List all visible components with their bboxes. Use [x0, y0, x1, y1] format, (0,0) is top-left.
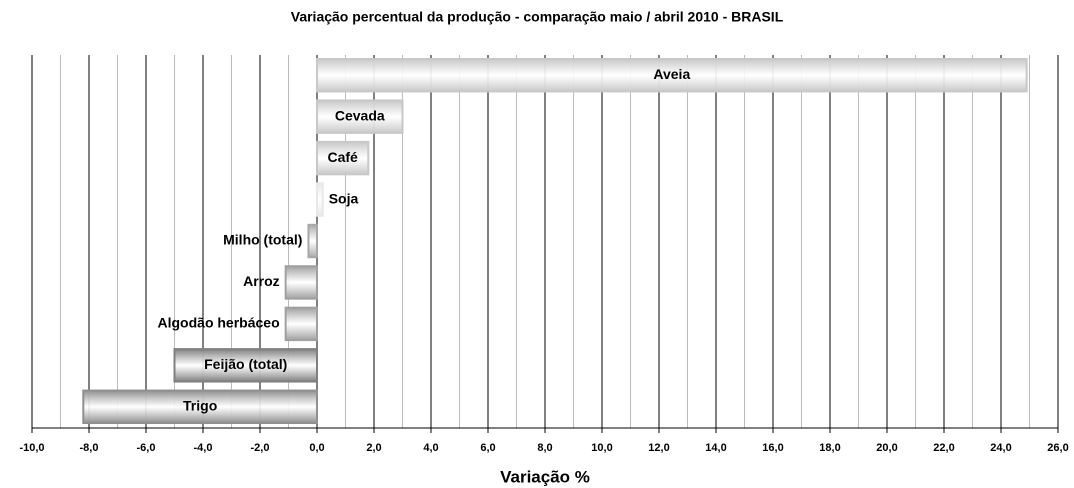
- x-tick-label: 8,0: [537, 442, 552, 454]
- category-label: Aveia: [653, 66, 690, 82]
- x-tick-label: 16,0: [762, 442, 783, 454]
- x-tick-label: -8,0: [80, 442, 99, 454]
- x-tick-label: -10,0: [19, 442, 44, 454]
- category-label: Cevada: [335, 107, 385, 123]
- bar: [284, 265, 318, 300]
- bar: [316, 58, 1028, 93]
- category-label: Arroz: [243, 273, 280, 289]
- category-label: Café: [327, 149, 358, 165]
- x-tick-label: 24,0: [990, 442, 1011, 454]
- category-label: Milho (total): [223, 232, 302, 248]
- x-tick-label: -2,0: [251, 442, 270, 454]
- x-tick-label: 26,0: [1047, 442, 1068, 454]
- bar: [316, 140, 370, 176]
- x-tick-label: -6,0: [137, 442, 156, 454]
- x-tick-label: 6,0: [480, 442, 495, 454]
- x-axis-title: Variação %: [500, 467, 590, 486]
- x-tick-label: 12,0: [648, 442, 669, 454]
- bar: [316, 182, 324, 217]
- x-tick-label: 0,0: [309, 442, 324, 454]
- bar: [284, 306, 318, 342]
- x-tick-label: 14,0: [705, 442, 726, 454]
- category-label: Soja: [329, 190, 359, 206]
- x-tick-label: 2,0: [366, 442, 381, 454]
- bar: [316, 99, 404, 134]
- chart-title: Variação percentual da produção - compar…: [291, 9, 784, 25]
- x-tick-label: 10,0: [591, 442, 612, 454]
- bar: [82, 389, 318, 424]
- category-label: Feijão (total): [204, 356, 287, 372]
- x-tick-label: -4,0: [194, 442, 213, 454]
- x-tick-label: 20,0: [876, 442, 897, 454]
- bar: [307, 223, 319, 259]
- x-tick-label: 18,0: [819, 442, 840, 454]
- x-tick-label: 4,0: [423, 442, 438, 454]
- x-tick-label: 22,0: [933, 442, 954, 454]
- bar: [173, 348, 318, 383]
- category-label: Algodão herbáceo: [158, 315, 280, 331]
- category-label: Trigo: [183, 397, 217, 413]
